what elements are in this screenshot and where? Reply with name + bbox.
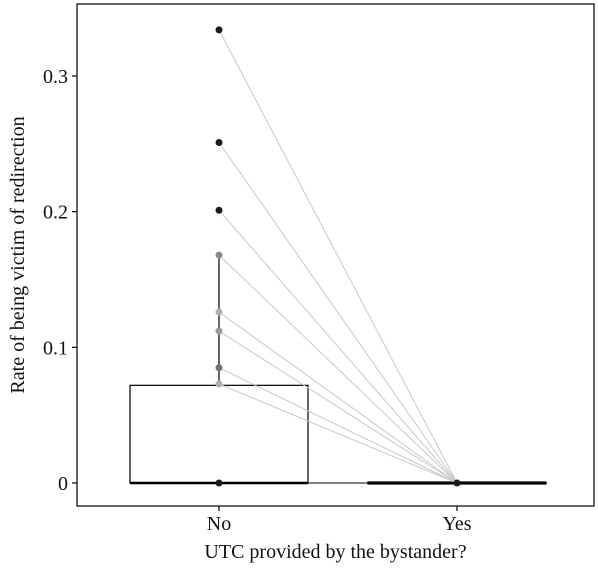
- paired-line-1: [218, 29, 458, 484]
- point-no-5: [215, 308, 223, 316]
- y-axis-label: Rate of being victim of redirection: [7, 116, 29, 393]
- x-axis-label: UTC provided by the bystander?: [204, 541, 466, 563]
- plot-area: [76, 3, 595, 507]
- point-no-7: [215, 364, 223, 372]
- x-tick-label: No: [207, 513, 231, 535]
- y-tick-label: 0.2: [43, 202, 68, 224]
- x-axis: No Yes: [207, 506, 472, 535]
- x-tick-label: Yes: [442, 513, 471, 535]
- point-no-2: [215, 138, 223, 146]
- point-no-9: [215, 479, 223, 487]
- box-no: [129, 384, 309, 484]
- y-tick-label: 0: [58, 473, 68, 495]
- plot-frame: [76, 3, 595, 507]
- point-no-3: [215, 206, 223, 214]
- paired-line-2: [218, 142, 458, 484]
- point-no-4: [215, 251, 223, 259]
- paired-line-5: [218, 311, 458, 484]
- y-tick-label: 0.3: [43, 66, 68, 88]
- point-no-1: [215, 26, 223, 34]
- paired-line-4: [218, 254, 458, 484]
- paired-line-3: [218, 209, 458, 484]
- y-tick-label: 0.1: [43, 337, 68, 359]
- paired-line-8: [218, 383, 458, 484]
- paired-line-6: [218, 330, 458, 484]
- point-no-6: [215, 327, 223, 335]
- paired-line-7: [218, 367, 458, 484]
- point-no-8: [215, 380, 223, 388]
- point-yes-1: [453, 479, 461, 487]
- y-axis: 0 0.1 0.2 0.3: [43, 66, 77, 495]
